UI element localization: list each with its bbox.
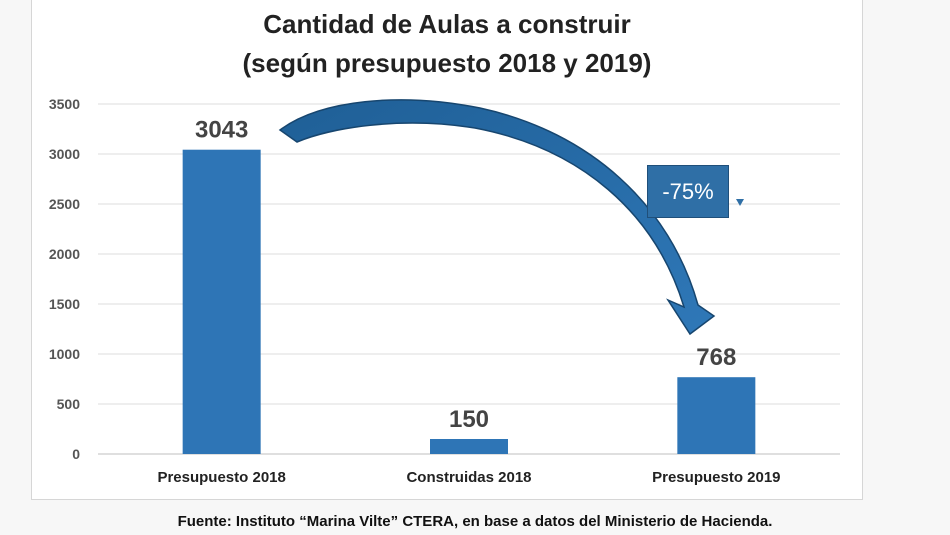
- y-tick-label: 1000: [49, 346, 80, 362]
- y-tick-label: 3500: [49, 96, 80, 112]
- chart-title: Cantidad de Aulas a construir: [263, 9, 631, 39]
- data-label: 768: [696, 344, 736, 371]
- x-tick-label: Presupuesto 2019: [652, 469, 780, 486]
- chart-subtitle: (según presupuesto 2018 y 2019): [242, 48, 652, 78]
- decline-arrow-icon: [278, 99, 716, 336]
- bar-1: [182, 149, 261, 454]
- x-tick-label: Presupuesto 2018: [157, 469, 285, 486]
- bar-2: [430, 439, 508, 454]
- data-label: 3043: [195, 117, 248, 144]
- source-note: Fuente: Instituto “Marina Vilte” CTERA, …: [177, 513, 773, 530]
- y-tick-label: 500: [57, 396, 81, 412]
- y-tick-label: 3000: [49, 146, 80, 162]
- y-tick-label: 2000: [49, 246, 80, 262]
- y-tick-label: 1500: [49, 296, 80, 312]
- x-tick-label: Construidas 2018: [406, 469, 531, 486]
- bar-3: [677, 377, 756, 454]
- percent-change-badge: -75%: [647, 165, 729, 218]
- y-tick-label: 0: [72, 446, 80, 462]
- y-tick-label: 2500: [49, 196, 80, 212]
- dropdown-handle-icon: [736, 199, 744, 206]
- data-label: 150: [449, 406, 489, 433]
